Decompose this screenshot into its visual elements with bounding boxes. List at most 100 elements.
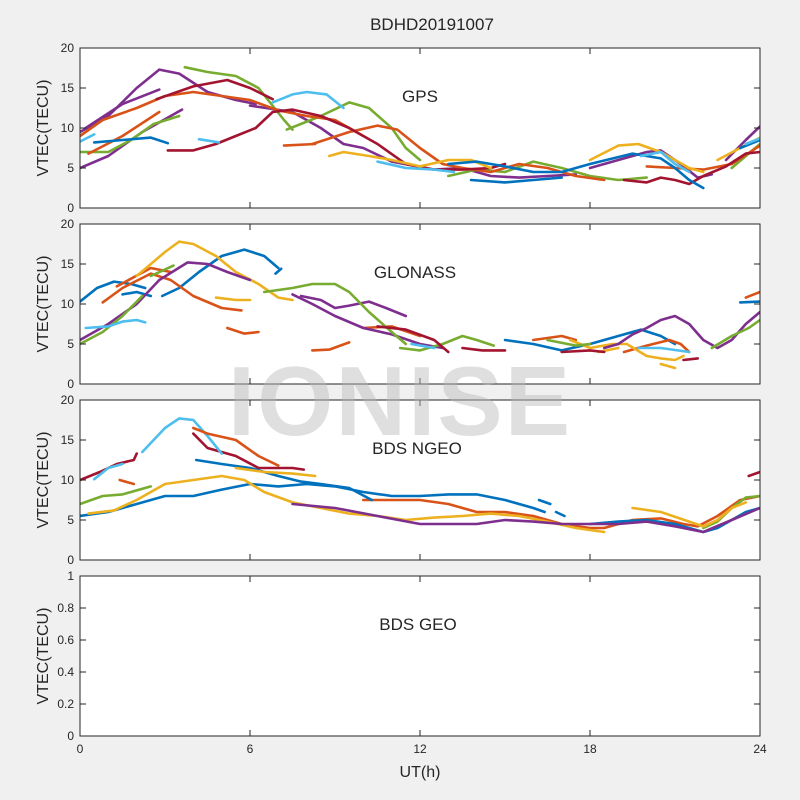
x-tick-label: 24 bbox=[753, 742, 767, 756]
series-line-gps-2 bbox=[84, 88, 161, 130]
series-group-glonass bbox=[80, 240, 760, 370]
series-line-gps-4 bbox=[588, 149, 714, 179]
x-tick-label: 12 bbox=[413, 742, 427, 756]
y-axis-label: VTEC(TECU) bbox=[35, 608, 52, 705]
series-line-gps-17 bbox=[155, 78, 274, 101]
panel-label-bds-ngeo: BDS NGEO bbox=[372, 439, 462, 458]
x-tick-label: 0 bbox=[77, 742, 84, 756]
y-tick-label: 0.4 bbox=[57, 665, 74, 679]
panel-bds-ngeo: 0 5 10 15 20 VTEC(TECU) BDS NGEO bbox=[35, 393, 761, 567]
series-line-gps-25 bbox=[738, 138, 760, 150]
series-line-glonass-0 bbox=[80, 280, 147, 303]
series-line-bds-ngeo-6 bbox=[192, 426, 280, 467]
series-line-gps-7 bbox=[183, 65, 294, 131]
series-line-glonass-9 bbox=[311, 341, 351, 352]
series-line-gps-12 bbox=[87, 110, 161, 155]
series-line-glonass-31 bbox=[636, 346, 691, 354]
y-tick-label: 0 bbox=[67, 377, 74, 391]
series-line-glonass-35 bbox=[682, 357, 699, 362]
series-line-glonass-30 bbox=[410, 342, 436, 350]
series-line-glonass-29 bbox=[84, 318, 147, 330]
plot-area-glonass bbox=[80, 224, 760, 384]
series-line-glonass-33 bbox=[461, 346, 507, 352]
series-line-bds-ngeo-11 bbox=[194, 458, 374, 502]
series-line-gps-26 bbox=[80, 133, 96, 143]
figure-title: BDHD20191007 bbox=[370, 15, 494, 34]
y-axis-label: VTEC(TECU) bbox=[35, 432, 52, 529]
series-line-bds-ngeo-18 bbox=[291, 502, 760, 534]
series-line-glonass-6 bbox=[101, 272, 243, 312]
panel-gps: 0 5 10 15 20 VTEC(TECU) GPS bbox=[35, 41, 761, 215]
series-line-glonass-32 bbox=[376, 325, 450, 354]
series-line-gps-18 bbox=[622, 150, 760, 186]
series-line-glonass-19 bbox=[80, 261, 252, 342]
series-line-glonass-10 bbox=[362, 325, 422, 338]
series-line-bds-ngeo-2 bbox=[747, 470, 760, 478]
y-tick-label: 20 bbox=[61, 41, 75, 55]
panel-label-gps: GPS bbox=[402, 87, 438, 106]
series-line-gps-16 bbox=[166, 108, 507, 171]
series-line-glonass-34 bbox=[560, 349, 606, 354]
series-line-bds-ngeo-13 bbox=[554, 510, 566, 518]
series-line-glonass-21 bbox=[291, 293, 444, 350]
series-line-glonass-8 bbox=[226, 326, 260, 335]
series-line-glonass-13 bbox=[744, 290, 760, 299]
y-tick-label: 10 bbox=[61, 121, 75, 135]
series-line-glonass-14 bbox=[135, 240, 294, 302]
panel-label-bds-geo: BDS GEO bbox=[379, 615, 456, 634]
series-line-gps-24 bbox=[469, 176, 563, 184]
series-line-gps-22 bbox=[92, 136, 170, 145]
series-line-bds-ngeo-12 bbox=[537, 498, 552, 506]
series-line-glonass-28 bbox=[710, 318, 760, 350]
series-line-bds-ngeo-4 bbox=[141, 417, 223, 455]
y-tick-label: 0 bbox=[67, 201, 74, 215]
series-line-glonass-24 bbox=[149, 264, 175, 278]
series-line-gps-29 bbox=[376, 160, 456, 174]
series-line-glonass-15 bbox=[214, 296, 252, 302]
y-tick-label: 0.8 bbox=[57, 601, 74, 615]
series-line-glonass-3 bbox=[274, 267, 283, 275]
series-line-glonass-4 bbox=[503, 328, 677, 352]
series-line-bds-ngeo-5 bbox=[118, 478, 136, 486]
series-group-gps bbox=[80, 65, 760, 190]
plot-area-bds-ngeo bbox=[80, 400, 760, 560]
y-tick-label: 0 bbox=[67, 553, 74, 567]
y-tick-label: 0.2 bbox=[57, 697, 74, 711]
series-line-bds-ngeo-8 bbox=[80, 485, 153, 506]
plot-area-gps bbox=[80, 48, 760, 208]
y-tick-label: 0.6 bbox=[57, 633, 74, 647]
series-group-bds-ngeo bbox=[80, 417, 760, 534]
series-line-glonass-20 bbox=[299, 294, 408, 318]
series-line-gps-19 bbox=[328, 150, 493, 170]
series-line-glonass-5 bbox=[738, 300, 760, 304]
series-line-bds-ngeo-3 bbox=[92, 462, 124, 481]
series-line-gps-30 bbox=[639, 150, 691, 174]
panel-bds-geo: 0 0.2 0.4 0.6 0.8 1 0 6 12 18 24 VTEC(TECU) BDS GEO U… bbox=[35, 569, 767, 781]
y-tick-label: 10 bbox=[61, 297, 75, 311]
series-line-gps-23 bbox=[447, 152, 705, 190]
series-line-gps-27 bbox=[197, 137, 221, 144]
series-line-bds-ngeo-17 bbox=[631, 501, 748, 528]
series-line-bds-ngeo-7 bbox=[362, 494, 760, 530]
series-line-glonass-11 bbox=[532, 334, 578, 342]
y-tick-label: 20 bbox=[61, 393, 75, 407]
series-line-bds-ngeo-16 bbox=[234, 466, 317, 478]
y-tick-label: 0 bbox=[67, 729, 74, 743]
x-tick-label: 6 bbox=[247, 742, 254, 756]
y-axis-label: VTEC(TECU) bbox=[35, 80, 52, 177]
series-line-gps-11 bbox=[80, 90, 365, 138]
series-line-glonass-18 bbox=[659, 362, 677, 370]
series-line-glonass-2 bbox=[160, 248, 280, 298]
y-axis-label: VTEC(TECU) bbox=[35, 256, 52, 353]
series-line-bds-ngeo-15 bbox=[87, 474, 606, 534]
series-line-glonass-22 bbox=[602, 310, 760, 350]
series-line-gps-28 bbox=[271, 90, 345, 110]
y-tick-label: 5 bbox=[67, 161, 74, 175]
y-tick-label: 10 bbox=[61, 473, 75, 487]
x-tick-label: 18 bbox=[583, 742, 597, 756]
series-line-bds-ngeo-1 bbox=[192, 432, 306, 471]
y-tick-label: 15 bbox=[61, 257, 75, 271]
y-tick-label: 5 bbox=[67, 337, 74, 351]
